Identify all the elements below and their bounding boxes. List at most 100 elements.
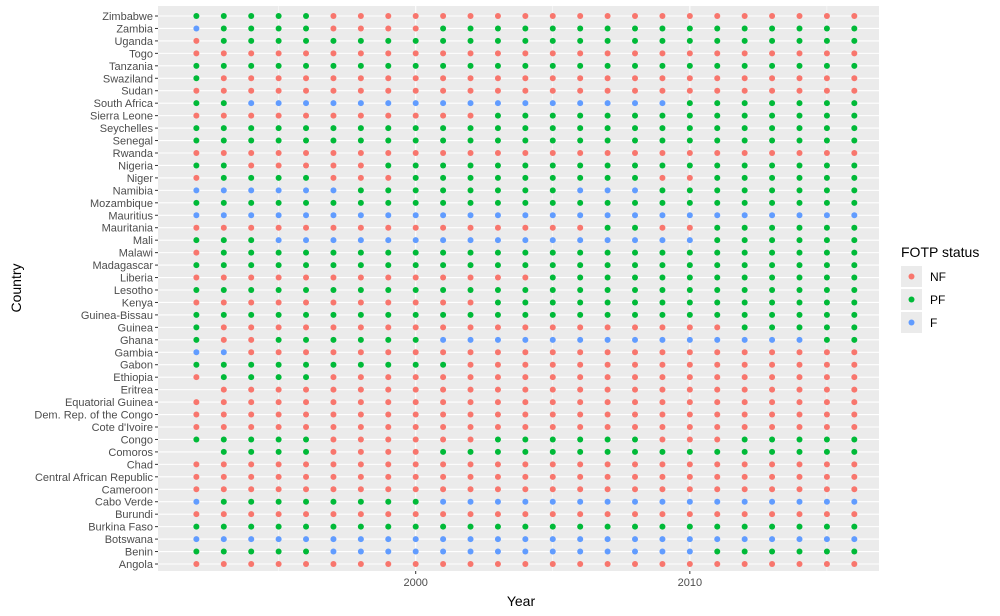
data-point bbox=[467, 374, 474, 381]
data-point bbox=[686, 274, 693, 281]
data-point bbox=[632, 187, 639, 194]
data-point bbox=[357, 100, 364, 107]
data-point bbox=[248, 125, 255, 132]
data-point bbox=[659, 212, 666, 219]
data-point bbox=[823, 174, 830, 181]
data-point bbox=[604, 37, 611, 44]
data-point bbox=[275, 262, 282, 269]
data-point bbox=[851, 436, 858, 443]
data-point bbox=[412, 137, 419, 144]
data-point bbox=[440, 336, 447, 343]
data-point bbox=[604, 199, 611, 206]
data-point bbox=[796, 112, 803, 119]
data-point bbox=[467, 62, 474, 69]
data-point bbox=[330, 287, 337, 293]
x-tick-label: 2010 bbox=[678, 577, 702, 589]
y-tick-label: Rwanda bbox=[113, 148, 154, 160]
data-point bbox=[303, 199, 310, 206]
data-point bbox=[440, 299, 447, 306]
data-point bbox=[467, 349, 474, 356]
data-point bbox=[686, 548, 693, 555]
data-point bbox=[385, 448, 392, 455]
data-point bbox=[796, 324, 803, 331]
data-point bbox=[193, 174, 200, 181]
data-point bbox=[769, 511, 776, 518]
data-point bbox=[741, 311, 748, 318]
data-point bbox=[659, 25, 666, 32]
data-point bbox=[851, 511, 858, 518]
data-point bbox=[494, 162, 501, 169]
data-point bbox=[796, 361, 803, 368]
data-point bbox=[823, 37, 830, 44]
data-point bbox=[412, 311, 419, 318]
data-point bbox=[714, 399, 721, 406]
data-point bbox=[632, 199, 639, 206]
data-point bbox=[440, 37, 447, 44]
data-point bbox=[220, 461, 227, 468]
data-point bbox=[796, 473, 803, 480]
data-point bbox=[686, 399, 693, 406]
data-point bbox=[823, 374, 830, 381]
data-point bbox=[220, 411, 227, 418]
data-point bbox=[769, 374, 776, 381]
data-point bbox=[714, 548, 721, 555]
data-point bbox=[549, 62, 556, 69]
data-point bbox=[522, 224, 529, 231]
data-point bbox=[248, 100, 255, 107]
data-point bbox=[632, 311, 639, 318]
data-point bbox=[275, 411, 282, 418]
data-point bbox=[275, 249, 282, 256]
data-point bbox=[769, 150, 776, 156]
data-point bbox=[357, 361, 364, 368]
data-point bbox=[494, 37, 501, 44]
data-point bbox=[577, 274, 584, 281]
data-point bbox=[385, 37, 392, 44]
data-point bbox=[440, 424, 447, 430]
data-point bbox=[522, 536, 529, 543]
data-point bbox=[769, 75, 776, 82]
data-point bbox=[494, 224, 501, 231]
data-point bbox=[659, 336, 666, 343]
data-point bbox=[823, 25, 830, 32]
data-point bbox=[303, 174, 310, 181]
data-point bbox=[659, 199, 666, 206]
data-point bbox=[769, 212, 776, 219]
data-point bbox=[193, 311, 200, 318]
data-point bbox=[248, 461, 255, 468]
data-point bbox=[522, 511, 529, 518]
data-point bbox=[193, 374, 200, 381]
data-point bbox=[741, 548, 748, 555]
data-point bbox=[275, 511, 282, 518]
data-point bbox=[769, 311, 776, 318]
data-point bbox=[577, 498, 584, 505]
data-point bbox=[248, 386, 255, 393]
data-point bbox=[440, 50, 447, 57]
data-point bbox=[330, 511, 337, 518]
y-tick-label: Benin bbox=[125, 547, 153, 559]
data-point bbox=[686, 299, 693, 306]
data-point bbox=[357, 237, 364, 244]
data-point bbox=[440, 162, 447, 169]
data-point bbox=[549, 249, 556, 256]
y-tick-label: Uganda bbox=[114, 36, 153, 48]
data-point bbox=[330, 50, 337, 57]
data-point bbox=[549, 486, 556, 493]
data-point bbox=[632, 75, 639, 82]
data-point bbox=[714, 262, 721, 269]
y-tick-label: Liberia bbox=[120, 273, 154, 285]
data-point bbox=[412, 62, 419, 69]
data-point bbox=[714, 37, 721, 44]
y-tick-label: Malawi bbox=[119, 248, 153, 260]
data-point bbox=[686, 523, 693, 530]
data-point bbox=[796, 411, 803, 418]
data-point bbox=[686, 174, 693, 181]
data-point bbox=[303, 100, 310, 107]
data-point bbox=[193, 75, 200, 82]
data-point bbox=[851, 237, 858, 244]
data-point bbox=[193, 498, 200, 505]
data-point bbox=[330, 224, 337, 231]
data-point bbox=[686, 13, 693, 19]
y-tick-label: Mauritania bbox=[102, 223, 154, 235]
data-point bbox=[796, 75, 803, 82]
data-point bbox=[686, 436, 693, 443]
